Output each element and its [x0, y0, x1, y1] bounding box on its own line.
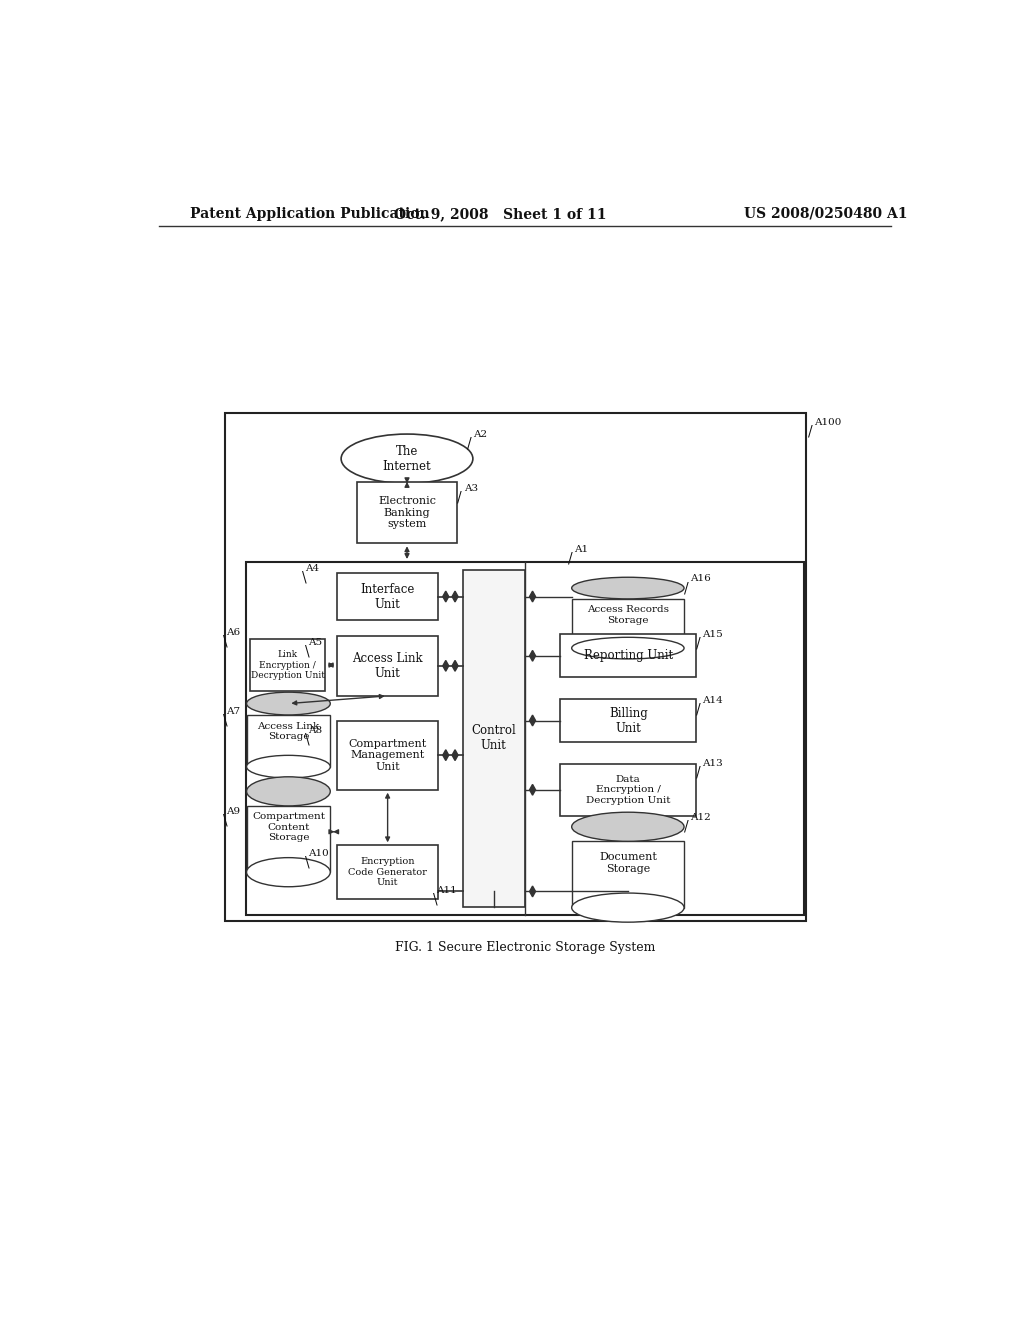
Text: FIG. 1 Secure Electronic Storage System: FIG. 1 Secure Electronic Storage System: [394, 941, 655, 954]
Polygon shape: [452, 660, 458, 671]
Bar: [247, 807, 331, 873]
Bar: [251, 639, 325, 692]
Text: The
Internet: The Internet: [383, 445, 431, 473]
Text: /: /: [696, 766, 700, 780]
Text: A1: A1: [574, 545, 589, 554]
Text: Access Records
Storage: Access Records Storage: [587, 605, 669, 624]
Text: Encryption
Code Generator
Unit: Encryption Code Generator Unit: [348, 857, 427, 887]
Text: Compartment
Content
Storage: Compartment Content Storage: [252, 813, 325, 842]
Ellipse shape: [247, 776, 331, 807]
Bar: [225, 413, 806, 921]
Text: A12: A12: [690, 813, 711, 822]
Ellipse shape: [247, 755, 331, 777]
Bar: [247, 715, 331, 767]
Ellipse shape: [247, 692, 331, 715]
Polygon shape: [529, 591, 536, 602]
Ellipse shape: [571, 638, 684, 659]
Text: Billing
Unit: Billing Unit: [609, 706, 647, 734]
Text: \: \: [305, 855, 309, 870]
Bar: [560, 700, 696, 742]
Text: A100: A100: [814, 418, 842, 428]
Text: /: /: [568, 552, 572, 566]
Ellipse shape: [571, 812, 684, 841]
Text: Oct. 9, 2008   Sheet 1 of 11: Oct. 9, 2008 Sheet 1 of 11: [394, 207, 606, 220]
Text: A4: A4: [305, 564, 318, 573]
Bar: [337, 721, 438, 789]
Text: /: /: [467, 437, 471, 450]
Ellipse shape: [571, 577, 684, 599]
Text: A15: A15: [702, 630, 723, 639]
Text: A6: A6: [225, 628, 240, 638]
Text: A14: A14: [702, 696, 723, 705]
Text: /: /: [808, 425, 812, 438]
Text: US 2008/0250480 A1: US 2008/0250480 A1: [743, 207, 907, 220]
Bar: [337, 636, 438, 696]
Text: A10: A10: [308, 849, 329, 858]
Text: /: /: [696, 636, 700, 651]
Bar: [337, 573, 438, 620]
Ellipse shape: [341, 434, 473, 483]
Bar: [560, 635, 696, 677]
Text: Data
Encryption /
Decryption Unit: Data Encryption / Decryption Unit: [586, 775, 671, 805]
Text: \: \: [222, 813, 227, 828]
Text: /: /: [684, 581, 688, 595]
Text: \: \: [433, 892, 438, 906]
Text: Access Link
Unit: Access Link Unit: [352, 652, 423, 680]
Polygon shape: [529, 651, 536, 661]
Text: A8: A8: [308, 726, 322, 735]
Text: Link
Encryption /
Decryption Unit: Link Encryption / Decryption Unit: [251, 651, 325, 680]
Bar: [463, 570, 524, 907]
Text: \: \: [305, 644, 309, 659]
Polygon shape: [442, 750, 449, 760]
Text: A2: A2: [473, 430, 487, 438]
Text: Document
Storage: Document Storage: [599, 851, 656, 874]
Polygon shape: [452, 591, 458, 602]
Bar: [571, 599, 684, 648]
Bar: [246, 562, 804, 915]
Text: Electronic
Banking
system: Electronic Banking system: [378, 496, 436, 529]
Text: Patent Application Publication: Patent Application Publication: [190, 207, 430, 220]
Text: /: /: [696, 702, 700, 717]
Text: \: \: [305, 733, 309, 747]
Polygon shape: [442, 660, 449, 671]
Text: A11: A11: [436, 886, 457, 895]
Ellipse shape: [247, 858, 331, 887]
Text: Access Link
Storage: Access Link Storage: [257, 722, 319, 742]
Bar: [571, 841, 684, 908]
Text: \: \: [302, 570, 306, 585]
Text: Reporting Unit: Reporting Unit: [584, 649, 673, 663]
Text: A5: A5: [308, 638, 322, 647]
Bar: [560, 763, 696, 816]
Text: Control
Unit: Control Unit: [471, 725, 516, 752]
Polygon shape: [529, 886, 536, 896]
Bar: [356, 482, 458, 544]
Text: A7: A7: [225, 708, 240, 715]
Text: Interface
Unit: Interface Unit: [360, 582, 415, 611]
Text: \: \: [222, 635, 227, 649]
Polygon shape: [452, 750, 458, 760]
Text: A9: A9: [225, 807, 240, 816]
Text: A3: A3: [464, 483, 478, 492]
Text: \: \: [222, 714, 227, 727]
Ellipse shape: [571, 894, 684, 923]
Text: /: /: [684, 820, 688, 834]
Polygon shape: [529, 715, 536, 726]
Text: Compartment
Management
Unit: Compartment Management Unit: [348, 739, 427, 772]
Text: /: /: [458, 490, 462, 504]
Text: A16: A16: [690, 574, 711, 583]
Polygon shape: [529, 784, 536, 795]
Text: A13: A13: [702, 759, 723, 768]
Polygon shape: [442, 591, 449, 602]
Bar: [337, 845, 438, 899]
